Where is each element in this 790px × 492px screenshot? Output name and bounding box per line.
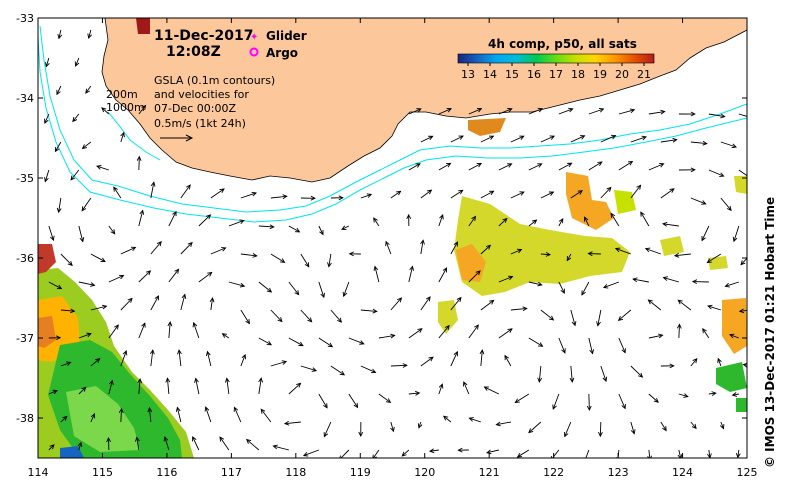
isobath-north xyxy=(107,111,161,161)
sst-patch-small-1 xyxy=(438,300,458,334)
sst-patch-east-yellow xyxy=(734,176,747,194)
sst-patch-west-red xyxy=(38,244,56,274)
sst-patch-small-2 xyxy=(614,190,636,214)
sst-patch-east-green xyxy=(716,362,747,392)
info-line-4: 0.5m/s (1kt 24h) xyxy=(154,117,246,130)
land-cape-red xyxy=(136,18,150,34)
x-tick-label: 120 xyxy=(414,466,435,479)
sst-patch-west-blue xyxy=(60,446,84,458)
sst-patch-central-orange xyxy=(566,172,614,230)
x-tick-label: 118 xyxy=(285,466,306,479)
colorbar-tick-label: 13 xyxy=(461,68,475,81)
x-tick-label: 121 xyxy=(479,466,500,479)
colorbar-tick-label: 14 xyxy=(483,68,497,81)
colorbar xyxy=(457,53,655,64)
x-tick-label: 114 xyxy=(28,466,49,479)
x-axis-ticks: 114 115 116 117 118 119 120 121 122 123 124 125 xyxy=(28,18,758,479)
colorbar-tick-label: 21 xyxy=(637,68,651,81)
argo-icon xyxy=(249,47,259,57)
sst-patch-east-green2 xyxy=(736,398,747,412)
y-axis-ticks: -33 -34 -35 -36 -37 -38 xyxy=(16,12,747,425)
colorbar-ticks: 13 14 15 16 17 18 19 20 21 xyxy=(461,63,651,81)
time-label: 12:08Z xyxy=(166,44,221,60)
colorbar-tick-label: 16 xyxy=(527,68,541,81)
isobath-label-1000: 1000m xyxy=(106,101,145,114)
y-tick-label: -33 xyxy=(16,12,34,25)
x-tick-label: 119 xyxy=(350,466,371,479)
credit-text: © IMOS 13-Dec-2017 01:21 Hobart Time xyxy=(763,196,777,468)
x-tick-label: 117 xyxy=(221,466,242,479)
x-tick-label: 116 xyxy=(156,466,177,479)
info-line-2: and velocities for xyxy=(154,88,249,101)
x-tick-label: 124 xyxy=(672,466,693,479)
sst-patch-west-orange2 xyxy=(38,316,56,348)
sst-patch-central xyxy=(454,196,630,296)
y-tick-label: -34 xyxy=(16,92,34,105)
legend-glider: ✦ Glider xyxy=(250,29,307,43)
date-label: 11-Dec-2017 xyxy=(154,28,253,44)
y-tick-label: -38 xyxy=(16,412,34,425)
colorbar-tick-label: 18 xyxy=(571,68,585,81)
velocity-arrows xyxy=(44,29,747,458)
y-tick-label: -35 xyxy=(16,172,34,185)
x-tick-label: 123 xyxy=(608,466,629,479)
x-tick-label: 115 xyxy=(92,466,113,479)
sst-patch-east xyxy=(722,298,747,354)
glider-label: Glider xyxy=(266,29,307,43)
isobath-label-200: 200m xyxy=(106,88,138,101)
sst-patch-nw-gulf xyxy=(468,118,506,136)
glider-icon: ✦ xyxy=(250,32,258,43)
legend-argo: Argo xyxy=(249,46,298,60)
info-line-1: GSLA (0.1m contours) xyxy=(154,74,275,87)
colorbar-title: 4h comp, p50, all sats xyxy=(488,37,637,51)
sst-patch-west-lightgreen xyxy=(66,386,140,452)
info-line-3: 07-Dec 00:00Z xyxy=(154,102,236,115)
x-tick-label: 122 xyxy=(543,466,564,479)
colorbar-tick-label: 15 xyxy=(505,68,519,81)
plot-frame xyxy=(37,17,748,459)
sst-patch-small-3 xyxy=(660,236,684,256)
x-tick-label: 125 xyxy=(737,466,758,479)
y-tick-label: -36 xyxy=(16,252,34,265)
colorbar-tick-label: 19 xyxy=(593,68,607,81)
colorbar-tick-label: 20 xyxy=(615,68,629,81)
colorbar-tick-label: 17 xyxy=(549,68,563,81)
isobath-1000m xyxy=(38,35,747,223)
scale-arrow xyxy=(160,134,194,142)
argo-label: Argo xyxy=(266,46,298,60)
sst-patch-east-yellow2 xyxy=(708,256,728,270)
y-tick-label: -37 xyxy=(16,332,34,345)
